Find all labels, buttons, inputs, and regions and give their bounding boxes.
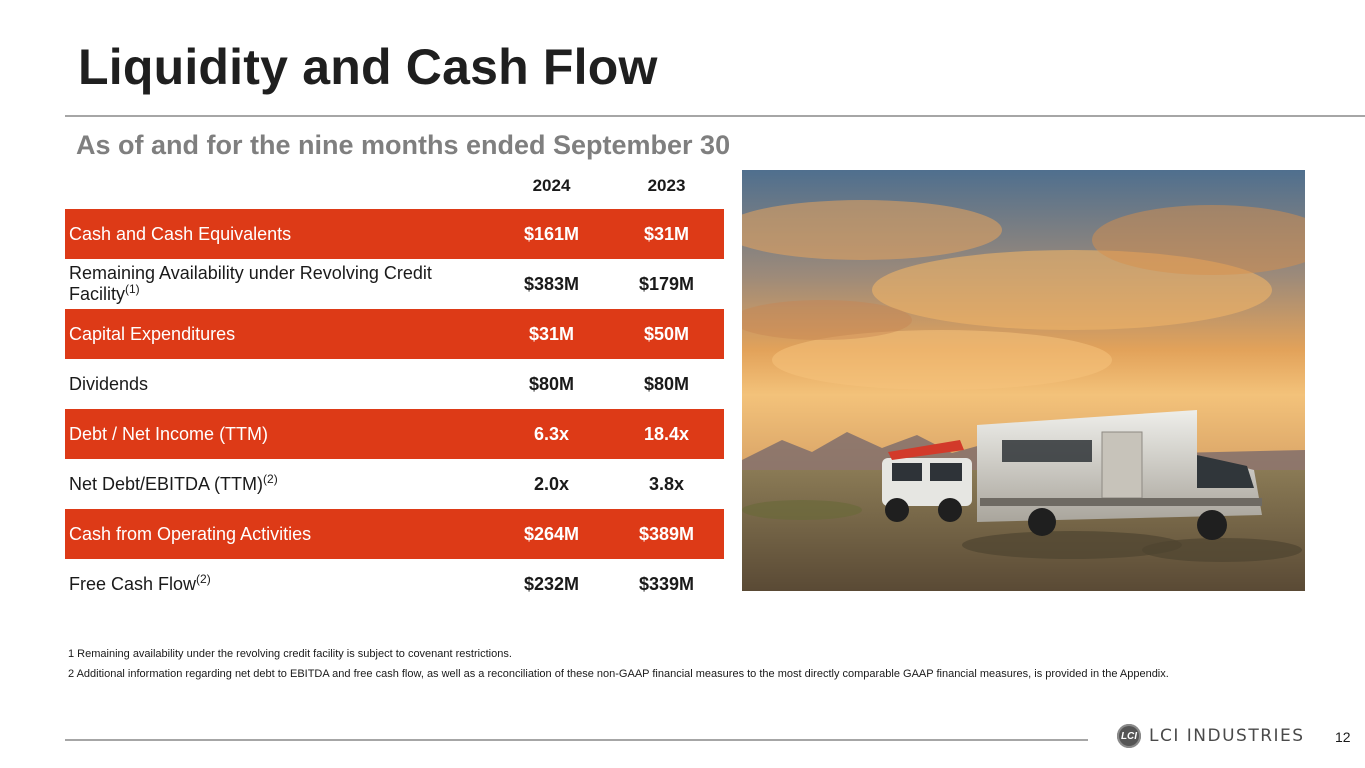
row-label-text: Cash from Operating Activities <box>69 523 312 544</box>
row-label-text: Cash and Cash Equivalents <box>69 223 292 244</box>
footnote-reference: (2) <box>196 571 211 586</box>
row-label-text: Free Cash Flow <box>69 573 197 594</box>
column-header-2024: 2024 <box>532 175 571 195</box>
lci-logo-icon: LCI <box>1117 724 1141 748</box>
value-2024: $31M <box>528 323 575 344</box>
row-label: Cash from Operating Activities <box>65 524 494 545</box>
table-row: Debt / Net Income (TTM) 6.3x 18.4x <box>65 409 724 459</box>
footnote-reference: (2) <box>263 471 278 486</box>
value-2024: $383M <box>523 273 580 294</box>
row-label-text: Capital Expenditures <box>69 323 236 344</box>
footnote-2: 2 Additional information regarding net d… <box>68 668 1169 680</box>
rv-camping-photo <box>742 170 1305 591</box>
table-row: Net Debt/EBITDA (TTM)(2) 2.0x 3.8x <box>65 459 724 509</box>
logo-wordmark: LCI INDUSTRIES <box>1149 726 1305 746</box>
row-label: Capital Expenditures <box>65 324 494 345</box>
footnote-reference: (1) <box>125 282 140 296</box>
value-2024: 2.0x <box>533 473 570 494</box>
column-header-2023: 2023 <box>647 175 686 195</box>
row-label: Free Cash Flow(2) <box>65 571 494 595</box>
value-2023: 18.4x <box>643 423 690 444</box>
page-number: 12 <box>1335 729 1351 745</box>
row-label-text: Net Debt/EBITDA (TTM) <box>69 473 264 494</box>
value-2024: $264M <box>523 523 580 544</box>
row-label: Dividends <box>65 374 494 395</box>
value-2024: $80M <box>528 373 575 394</box>
row-label: Cash and Cash Equivalents <box>65 224 494 245</box>
footnotes: 1 Remaining availability under the revol… <box>68 644 1263 684</box>
row-label-text: Debt / Net Income (TTM) <box>69 423 269 444</box>
value-2023: $179M <box>638 273 695 294</box>
title-divider <box>65 115 1365 117</box>
table-header-row: 2024 2023 <box>65 162 724 209</box>
liquidity-table: 2024 2023 Cash and Cash Equivalents $161M… <box>65 162 724 609</box>
row-label: Remaining Availability under Revolving C… <box>65 263 494 305</box>
value-2024: $161M <box>523 223 580 244</box>
table-row: Cash from Operating Activities $264M $389M <box>65 509 724 559</box>
row-label: Net Debt/EBITDA (TTM)(2) <box>65 471 494 495</box>
value-2023: $339M <box>638 573 695 594</box>
table-row: Free Cash Flow(2) $232M $339M <box>65 559 724 609</box>
table-body: Cash and Cash Equivalents $161M $31M Remain… <box>65 209 724 609</box>
table-row: Cash and Cash Equivalents $161M $31M <box>65 209 724 259</box>
footer-divider <box>65 739 1088 741</box>
company-logo: LCI LCI INDUSTRIES <box>1117 724 1305 748</box>
table-row: Dividends $80M $80M <box>65 359 724 409</box>
value-2024: 6.3x <box>533 423 570 444</box>
row-label-text: Remaining Availability under Revolving C… <box>69 263 432 304</box>
row-label-text: Dividends <box>69 373 149 394</box>
value-2023: $80M <box>643 373 690 394</box>
table-row: Remaining Availability under Revolving C… <box>65 259 724 309</box>
table-row: Capital Expenditures $31M $50M <box>65 309 724 359</box>
value-2023: $389M <box>638 523 695 544</box>
value-2023: 3.8x <box>648 473 685 494</box>
value-2023: $50M <box>643 323 690 344</box>
value-2023: $31M <box>643 223 690 244</box>
value-2024: $232M <box>523 573 580 594</box>
row-label: Debt / Net Income (TTM) <box>65 424 494 445</box>
slide-title: Liquidity and Cash Flow <box>78 39 658 95</box>
slide-subtitle: As of and for the nine months ended Sept… <box>76 130 731 160</box>
footnote-1: 1 Remaining availability under the revol… <box>68 648 512 660</box>
